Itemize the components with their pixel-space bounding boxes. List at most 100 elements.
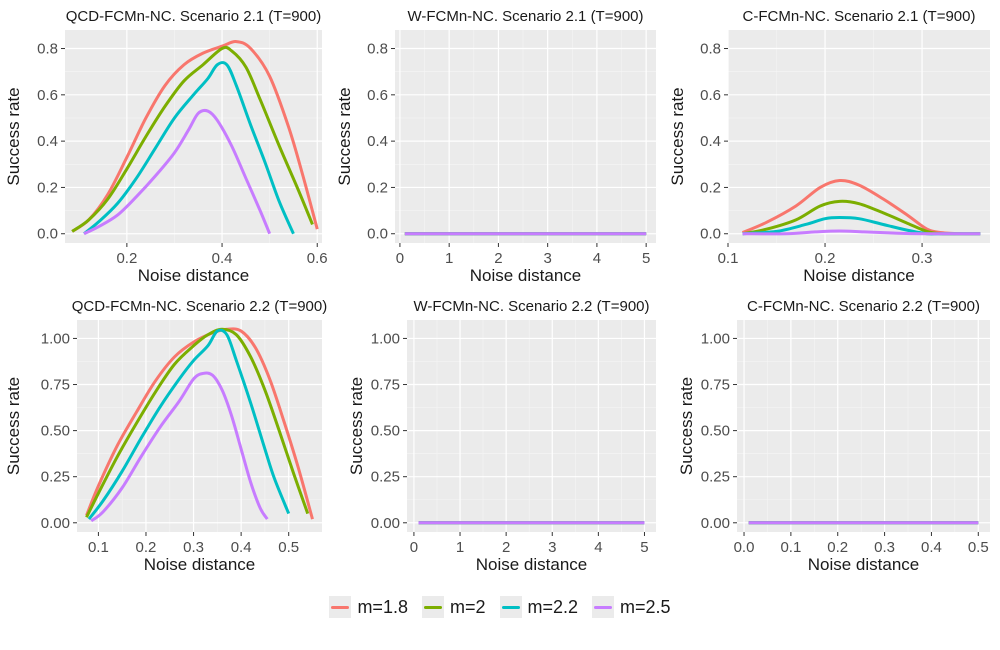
x-tick-label: 0.3 xyxy=(183,539,204,556)
legend-label: m=2 xyxy=(449,596,486,617)
series-line xyxy=(742,229,981,236)
y-tick-label: 0.50 xyxy=(41,423,70,440)
chart-title: C-FCMn-NC. Scenario 2.1 (T=900) xyxy=(743,8,976,25)
chart-panel: 0 1 2 3 4 5 0.00 0.25 0.50 0.75 1.00 W-FCMn-NC. Sce… xyxy=(347,298,656,574)
x-axis-label: Noise distance xyxy=(138,266,250,285)
x-tick-label: 0.5 xyxy=(278,539,299,556)
y-tick-label: 0.4 xyxy=(37,133,58,150)
chart-panel: 0.0 0.1 0.2 0.3 0.4 0.5 0.00 0.25 0.50 0.75 1.00 C-… xyxy=(677,298,990,574)
plot-background xyxy=(65,30,322,243)
legend-label: m=1.8 xyxy=(357,596,408,617)
legend: m=1.8 m=2 m=2.2 m=2.5 xyxy=(0,596,1000,618)
x-tick-label: 5 xyxy=(640,539,648,556)
x-tick-label: 0.2 xyxy=(815,250,836,267)
y-tick-label: 0.00 xyxy=(701,515,730,532)
series-line xyxy=(83,61,295,235)
x-tick-label: 0.2 xyxy=(116,250,137,267)
chart-title: W-FCMn-NC. Scenario 2.1 (T=900) xyxy=(407,8,643,25)
legend-item: m=2.2 xyxy=(499,596,579,618)
y-tick-label: 0.75 xyxy=(41,377,70,394)
chart-panel: 0.2 0.4 0.6 0.0 0.2 0.4 0.6 0.8 QCD-FCMn-NC. Sce… xyxy=(4,8,328,285)
y-tick-label: 0.6 xyxy=(367,87,388,104)
chart-title: QCD-FCMn-NC. Scenario 2.2 (T=900) xyxy=(72,298,327,315)
y-axis-label: Success rate xyxy=(335,87,354,185)
y-tick-label: 0.75 xyxy=(371,377,400,394)
x-tick-label: 3 xyxy=(543,250,551,267)
chart-title: QCD-FCMn-NC. Scenario 2.1 (T=900) xyxy=(66,8,321,25)
x-tick-label: 0.2 xyxy=(827,539,848,556)
y-tick-label: 0.4 xyxy=(367,133,388,150)
x-tick-label: 0.3 xyxy=(874,539,895,556)
x-tick-label: 3 xyxy=(548,539,556,556)
x-tick-label: 1 xyxy=(445,250,453,267)
x-axis-label: Noise distance xyxy=(144,555,256,574)
x-tick-label: 0.2 xyxy=(136,539,157,556)
y-tick-label: 0.75 xyxy=(701,377,730,394)
chart-panel: 0.1 0.2 0.3 0.4 0.5 0.00 0.25 0.50 0.75 1.00QCD-F… xyxy=(4,298,327,574)
x-tick-label: 2 xyxy=(494,250,502,267)
y-tick-label: 0.50 xyxy=(371,423,400,440)
y-tick-label: 0.2 xyxy=(37,179,58,196)
plot-background xyxy=(737,320,990,532)
y-axis-label: Success rate xyxy=(347,377,366,475)
y-tick-label: 0.8 xyxy=(367,41,388,58)
chart-title: C-FCMn-NC. Scenario 2.2 (T=900) xyxy=(747,298,980,315)
x-tick-label: 0.1 xyxy=(88,539,109,556)
series-line xyxy=(71,40,319,233)
legend-key-m22 xyxy=(499,596,522,618)
legend-item: m=2 xyxy=(421,596,486,618)
x-tick-label: 0.0 xyxy=(734,539,755,556)
x-tick-label: 2 xyxy=(502,539,510,556)
y-tick-label: 0.6 xyxy=(700,87,721,104)
y-tick-label: 0.25 xyxy=(701,469,730,486)
y-tick-label: 1.00 xyxy=(701,330,730,347)
series-line xyxy=(85,327,310,518)
y-tick-label: 0.8 xyxy=(37,41,58,58)
y-tick-label: 0.0 xyxy=(37,226,58,243)
y-tick-label: 0.25 xyxy=(371,469,400,486)
x-tick-label: 0 xyxy=(396,250,404,267)
y-tick-label: 0.25 xyxy=(41,469,70,486)
legend-item: m=2.5 xyxy=(592,596,671,618)
chart-title: W-FCMn-NC. Scenario 2.2 (T=900) xyxy=(413,298,649,315)
series-line xyxy=(87,328,291,521)
y-axis-label: Success rate xyxy=(677,377,696,475)
x-tick-label: 4 xyxy=(593,250,601,267)
legend-key-m18 xyxy=(329,596,352,618)
x-tick-label: 1 xyxy=(456,539,464,556)
x-tick-label: 5 xyxy=(642,250,650,267)
x-tick-label: 0.4 xyxy=(231,539,252,556)
x-tick-label: 0.4 xyxy=(212,250,233,267)
plot-background xyxy=(728,30,990,243)
y-tick-label: 0.0 xyxy=(367,226,388,243)
y-axis-label: Success rate xyxy=(4,377,23,475)
series-line xyxy=(90,371,269,523)
x-axis-label: Noise distance xyxy=(808,555,920,574)
legend-key-m2 xyxy=(421,596,444,618)
x-tick-label: 0.3 xyxy=(912,250,933,267)
y-tick-label: 0.8 xyxy=(700,41,721,58)
x-tick-label: 0.6 xyxy=(307,250,328,267)
x-tick-label: 0.1 xyxy=(718,250,739,267)
legend-label: m=2.2 xyxy=(527,596,579,617)
y-tick-label: 0.00 xyxy=(41,515,70,532)
y-tick-label: 0.2 xyxy=(700,179,721,196)
plot-background xyxy=(395,30,656,243)
x-axis-label: Noise distance xyxy=(803,266,915,285)
x-tick-label: 4 xyxy=(594,539,602,556)
x-tick-label: 0.4 xyxy=(921,539,942,556)
x-axis-label: Noise distance xyxy=(470,266,582,285)
x-tick-label: 0.1 xyxy=(780,539,801,556)
series-line xyxy=(83,108,272,236)
y-tick-label: 0.6 xyxy=(37,87,58,104)
series-line xyxy=(71,45,314,233)
y-axis-label: Success rate xyxy=(4,87,23,185)
x-tick-label: 0.5 xyxy=(968,539,989,556)
y-tick-label: 0.2 xyxy=(367,179,388,196)
legend-label: m=2.5 xyxy=(620,596,671,617)
y-tick-label: 1.00 xyxy=(371,330,400,347)
chart-panel: 0 1 2 3 4 5 0.0 0.2 0.4 0.6 0.8 W-FCMn-NC. Scenario… xyxy=(335,8,656,285)
y-tick-label: 0.00 xyxy=(371,515,400,532)
chart-panel: 0.1 0.2 0.3 0.0 0.2 0.4 0.6 0.8 C-FCMn-NC. Scena… xyxy=(668,8,990,285)
